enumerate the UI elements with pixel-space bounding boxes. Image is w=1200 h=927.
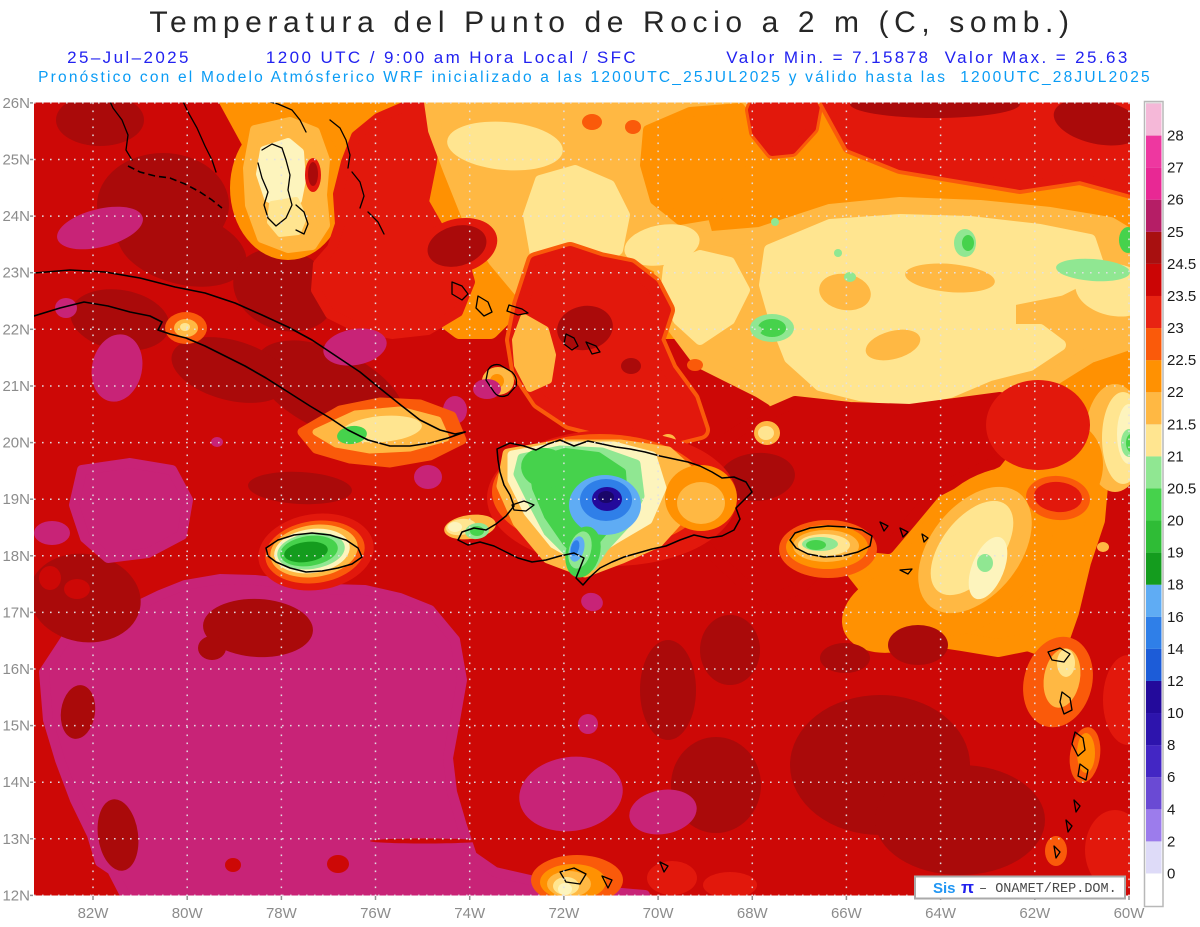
svg-text:22: 22 — [1167, 384, 1184, 401]
svg-text:25: 25 — [1167, 224, 1184, 241]
svg-text:66W: 66W — [831, 905, 863, 922]
svg-text:8: 8 — [1167, 737, 1175, 754]
svg-text:22N: 22N — [2, 321, 30, 338]
svg-text:Sis: Sis — [933, 880, 956, 897]
svg-text:19N: 19N — [2, 491, 30, 508]
svg-text:25N: 25N — [2, 152, 30, 169]
svg-text:20: 20 — [1167, 513, 1184, 530]
svg-text:13N: 13N — [2, 831, 30, 848]
svg-text:68W: 68W — [737, 905, 769, 922]
svg-text:16N: 16N — [2, 661, 30, 678]
svg-text:Pronóstico con el Modelo Atmós: Pronóstico con el Modelo Atmósferico WRF… — [38, 69, 1152, 86]
svg-text:4: 4 — [1167, 801, 1175, 818]
svg-text:82W: 82W — [78, 905, 110, 922]
svg-text:Valor Min. = 7.15878 Valor Ma: Valor Min. = 7.15878 Valor Max. = 25.63 — [726, 48, 1129, 67]
svg-text:70W: 70W — [643, 905, 675, 922]
svg-text:60W: 60W — [1114, 905, 1146, 922]
svg-text:21: 21 — [1167, 448, 1184, 465]
svg-text:Temperatura del Punto de Rocio: Temperatura del Punto de Rocio a 2 m (C,… — [149, 6, 1074, 39]
svg-text:74W: 74W — [454, 905, 486, 922]
svg-text:62W: 62W — [1019, 905, 1051, 922]
svg-text:64W: 64W — [925, 905, 957, 922]
svg-text:20N: 20N — [2, 435, 30, 452]
svg-text:26: 26 — [1167, 192, 1184, 209]
svg-text:19: 19 — [1167, 545, 1184, 562]
svg-text:23.5: 23.5 — [1167, 288, 1196, 305]
svg-text:2: 2 — [1167, 833, 1175, 850]
svg-text:18N: 18N — [2, 548, 30, 565]
svg-text:78W: 78W — [266, 905, 298, 922]
svg-text:6: 6 — [1167, 769, 1175, 786]
svg-text:23: 23 — [1167, 320, 1184, 337]
svg-text:16: 16 — [1167, 609, 1184, 626]
svg-text:26N: 26N — [2, 95, 30, 112]
svg-text:72W: 72W — [548, 905, 580, 922]
svg-text:22.5: 22.5 — [1167, 352, 1196, 369]
svg-text:18: 18 — [1167, 577, 1184, 594]
svg-text:– ONAMET/REP.DOM.: – ONAMET/REP.DOM. — [979, 882, 1117, 897]
svg-text:28: 28 — [1167, 128, 1184, 145]
svg-text:25–Jul–2025: 25–Jul–2025 — [67, 48, 191, 67]
svg-text:20.5: 20.5 — [1167, 481, 1196, 498]
svg-text:24N: 24N — [2, 208, 30, 225]
svg-text:14: 14 — [1167, 641, 1184, 658]
svg-text:14N: 14N — [2, 774, 30, 791]
svg-text:80W: 80W — [172, 905, 204, 922]
svg-text:10: 10 — [1167, 705, 1184, 722]
svg-text:12N: 12N — [2, 887, 30, 904]
svg-text:21.5: 21.5 — [1167, 416, 1196, 433]
svg-text:21N: 21N — [2, 378, 30, 395]
svg-text:23N: 23N — [2, 265, 30, 282]
svg-text:0: 0 — [1167, 865, 1175, 882]
svg-text:15N: 15N — [2, 718, 30, 735]
svg-text:12: 12 — [1167, 673, 1184, 690]
svg-text:17N: 17N — [2, 604, 30, 621]
svg-text:π: π — [961, 878, 974, 897]
svg-text:27: 27 — [1167, 160, 1184, 177]
svg-text:76W: 76W — [360, 905, 392, 922]
svg-text:24.5: 24.5 — [1167, 256, 1196, 273]
svg-text:1200 UTC / 9:00 am Hora Local: 1200 UTC / 9:00 am Hora Local / SFC — [266, 48, 638, 67]
